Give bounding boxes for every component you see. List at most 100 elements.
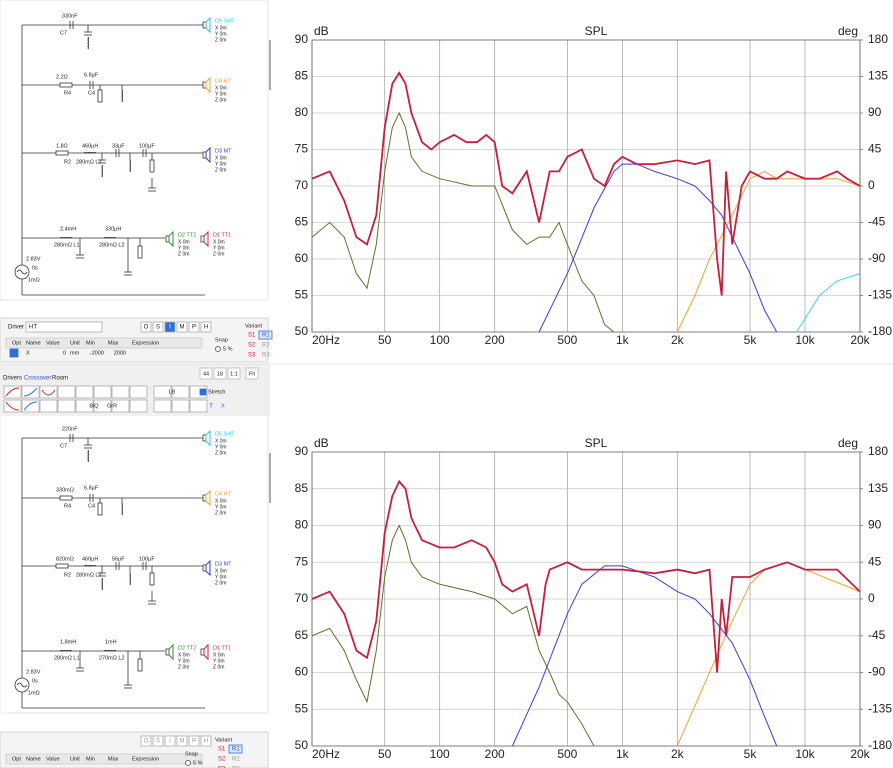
table-header-cell: Expression <box>132 756 159 762</box>
mode-button[interactable] <box>140 321 152 333</box>
speaker-icon <box>205 489 211 507</box>
x-tick-label: 20k <box>850 333 870 347</box>
filter-icon <box>5 387 20 397</box>
tool-button[interactable] <box>171 385 190 399</box>
y-tick-label: 55 <box>295 701 309 715</box>
x-tick-label: 2k <box>671 747 685 761</box>
schematic-canvas <box>0 412 269 714</box>
tool-button[interactable] <box>111 385 130 399</box>
y2-tick-label: 0 <box>868 591 875 605</box>
tool-button[interactable] <box>171 399 190 413</box>
speaker-icon <box>168 643 174 661</box>
mode-button[interactable] <box>140 735 152 747</box>
y-axis-label: dB <box>314 436 329 450</box>
resistor <box>137 658 143 672</box>
y2-tick-label: -90 <box>868 251 886 265</box>
snap-label: Snap <box>215 337 228 343</box>
tool-label: LB <box>169 389 176 395</box>
variant-button: S1 <box>218 747 226 753</box>
driver-select[interactable] <box>25 321 103 333</box>
mode-button[interactable] <box>188 321 200 333</box>
component-label: 100µF <box>139 143 155 149</box>
component-label: 330µH <box>105 226 121 232</box>
y2-tick-label: -180 <box>868 738 892 752</box>
driver-coord: Z 0m <box>215 450 226 456</box>
mode-button[interactable] <box>200 735 212 747</box>
stretch-checkbox[interactable] <box>199 388 207 396</box>
mode-button[interactable] <box>164 321 176 333</box>
tool-button[interactable] <box>93 385 112 399</box>
mode-button-label: I <box>169 325 171 331</box>
driver-coord: X 0m <box>215 25 227 31</box>
tool-button[interactable] <box>111 399 130 413</box>
y2-tick-label: 180 <box>868 444 888 458</box>
component-label: R4 <box>64 503 71 509</box>
mode-button-label: M <box>180 325 185 331</box>
component-label: 280mΩ L1 <box>54 242 80 248</box>
mode-button[interactable] <box>152 321 164 333</box>
tool-button[interactable] <box>57 385 76 399</box>
tab: Drivers <box>3 376 22 382</box>
x-tick-label: 5k <box>744 747 758 761</box>
driver-coord: X 0m <box>215 498 227 504</box>
mode-button[interactable] <box>188 735 200 747</box>
driver-name: D3 MT <box>215 148 232 154</box>
snap-radio[interactable] <box>215 346 221 352</box>
zoom-button[interactable] <box>245 367 259 380</box>
resistor <box>59 82 73 88</box>
driver-coord: Z 0m <box>215 167 226 173</box>
tool-button[interactable] <box>75 385 94 399</box>
table-cell: X <box>26 350 30 356</box>
tool-button[interactable] <box>153 399 172 413</box>
tool-button[interactable] <box>3 399 22 413</box>
mode-button[interactable] <box>200 321 212 333</box>
tool-button[interactable] <box>93 399 112 413</box>
x-tick-label: 5k <box>744 333 758 347</box>
driver-coord: Z 0m <box>215 580 226 586</box>
x-tick-label: 500 <box>557 747 577 761</box>
tool-button[interactable] <box>21 385 40 399</box>
driver-coord: X 0m <box>178 652 190 658</box>
zoom-button[interactable] <box>213 367 227 380</box>
tool-button[interactable] <box>129 399 148 413</box>
component-label: 270mΩ L2 <box>99 655 125 661</box>
component-label: 2.4mH <box>60 226 76 232</box>
driver-coord: X 0m <box>178 239 190 245</box>
table-header <box>5 753 203 765</box>
component-label: 1.8Ω <box>56 143 68 149</box>
spl-curve <box>312 111 615 332</box>
tool-button[interactable] <box>3 385 22 399</box>
speaker-icon <box>205 16 211 34</box>
tool-button[interactable] <box>189 399 208 413</box>
x-tick-label: 20Hz <box>312 747 340 761</box>
mode-button-label: P <box>192 739 196 745</box>
zoom-button[interactable] <box>199 367 213 380</box>
mode-button[interactable] <box>152 735 164 747</box>
zoom-button[interactable] <box>227 367 241 380</box>
component-label: 280mΩ L2 <box>99 242 125 248</box>
snap-radio[interactable] <box>185 760 191 766</box>
tool-button[interactable] <box>57 399 76 413</box>
driver-name: D3 MT <box>215 561 232 567</box>
y-tick-label: 80 <box>295 518 309 532</box>
zoom-button-label: 18 <box>217 371 223 377</box>
mode-button-label: M <box>180 739 185 745</box>
tool-button[interactable] <box>21 399 40 413</box>
tool-button[interactable] <box>39 385 58 399</box>
tool-button[interactable] <box>153 385 172 399</box>
tool-button[interactable] <box>75 399 94 413</box>
table-header-cell: Opt <box>12 756 21 762</box>
row-checkbox[interactable] <box>9 348 19 358</box>
tool-button[interactable] <box>129 385 148 399</box>
voltage-source <box>16 269 28 275</box>
mode-button[interactable] <box>176 321 188 333</box>
driver-coord: X 0m <box>213 239 225 245</box>
y2-tick-label: -135 <box>868 701 892 715</box>
mode-button[interactable] <box>164 735 176 747</box>
component-label: 1mH <box>105 639 117 645</box>
mode-button[interactable] <box>176 735 188 747</box>
tool-button[interactable] <box>39 399 58 413</box>
x-tick-label: 500 <box>557 333 577 347</box>
y2-tick-label: -135 <box>868 288 892 302</box>
